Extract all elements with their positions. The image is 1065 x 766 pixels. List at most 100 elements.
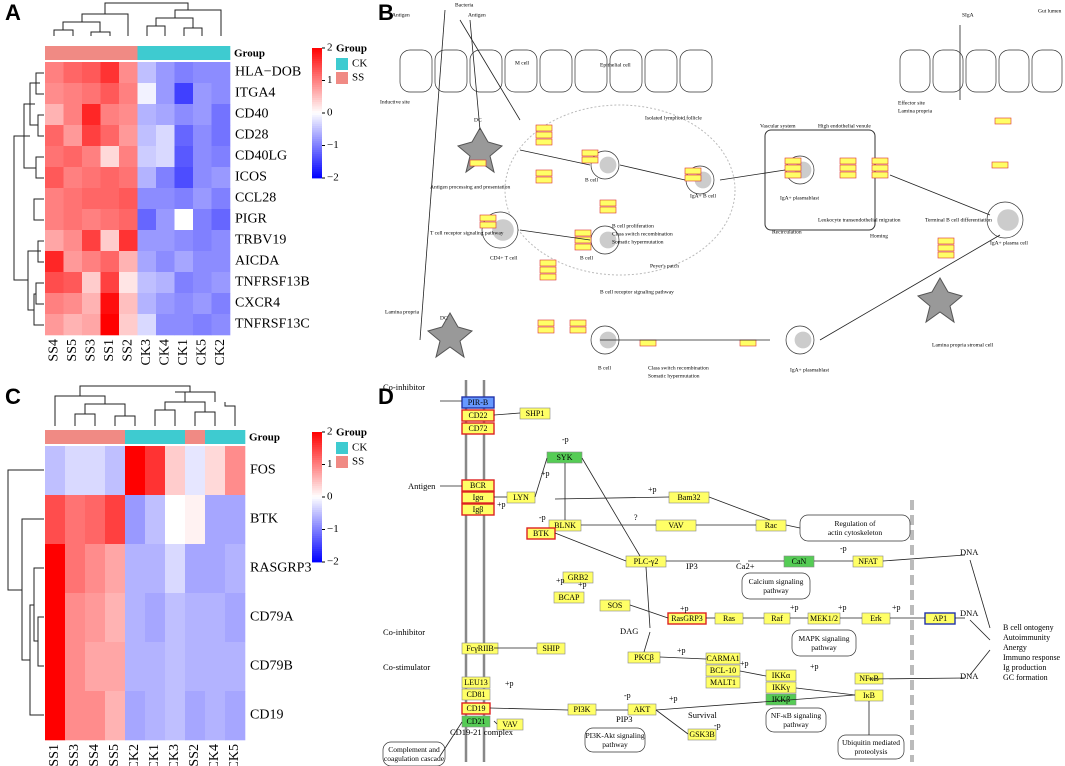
diagram-text: Co-inhibitor bbox=[383, 627, 425, 637]
diagram-label: B cell bbox=[580, 255, 593, 261]
column-label: CK1 bbox=[147, 744, 162, 766]
colorbar-step bbox=[312, 436, 322, 439]
colorbar-step bbox=[312, 432, 322, 435]
heatmap-cell bbox=[211, 125, 231, 147]
diagram-label: T cell receptor signaling pathway bbox=[430, 230, 504, 236]
epithelial-cell bbox=[399, 49, 433, 93]
heatmap-cell bbox=[100, 83, 120, 105]
colorbar-step bbox=[312, 527, 322, 530]
heatmap-cell bbox=[193, 230, 212, 252]
heatmap-cell bbox=[137, 83, 157, 105]
heatmap-cell bbox=[193, 209, 212, 231]
modifier: -p bbox=[562, 435, 569, 444]
connector bbox=[655, 694, 856, 711]
column-label: CK1 bbox=[176, 339, 191, 365]
heatmap-cell bbox=[85, 544, 106, 594]
row-label: PIGR bbox=[235, 212, 268, 227]
row-label: BTK bbox=[250, 512, 278, 527]
colorbar-step bbox=[312, 559, 322, 563]
heatmap-cell bbox=[165, 593, 186, 643]
gene-node bbox=[506, 491, 536, 504]
heatmap-cell bbox=[100, 230, 120, 252]
colorbar-step bbox=[312, 65, 322, 68]
colorbar-step bbox=[312, 106, 322, 110]
pathway-label: Calcium signaling pathway bbox=[749, 577, 804, 595]
group-cell bbox=[193, 46, 212, 60]
diagram-label: IgA+ plasmablast bbox=[780, 195, 819, 201]
outcome: GC formation bbox=[1003, 673, 1048, 682]
diagram-label: Epithelial cell bbox=[600, 62, 631, 68]
legend-swatch bbox=[336, 456, 348, 468]
heatmap-cell bbox=[193, 83, 212, 105]
heatmap-cell bbox=[174, 293, 194, 315]
colorbar-step bbox=[312, 121, 322, 125]
colorbar-label: 2 bbox=[327, 42, 333, 54]
heatmap-cell bbox=[65, 691, 86, 741]
row-label: RASGRP3 bbox=[250, 561, 311, 576]
group-cell bbox=[145, 430, 166, 444]
heatmap-cell bbox=[45, 691, 66, 741]
gene-node bbox=[599, 599, 631, 612]
heatmap-cell bbox=[205, 544, 226, 594]
heatmap-cell bbox=[165, 691, 186, 741]
gene-label: PIR-B bbox=[468, 398, 488, 407]
diagram-label: Vascular system bbox=[760, 123, 796, 129]
gene-label: VAV bbox=[668, 521, 683, 530]
epithelial-cell bbox=[899, 49, 931, 93]
heatmap-cell bbox=[211, 83, 231, 105]
heatmap-cell bbox=[45, 230, 64, 252]
heatmap-cell bbox=[119, 251, 138, 273]
gene-label: SYK bbox=[556, 453, 572, 462]
connector bbox=[708, 496, 771, 521]
heatmap-cell bbox=[145, 446, 166, 496]
heatmap-cell bbox=[156, 62, 175, 84]
heatmap-cell bbox=[63, 62, 83, 84]
gene-node bbox=[852, 555, 884, 568]
colorbar-step bbox=[312, 48, 322, 51]
gene-node bbox=[461, 409, 495, 422]
heatmap-cell bbox=[193, 146, 212, 168]
heatmap-cell bbox=[137, 125, 157, 147]
column-label: SS1 bbox=[102, 339, 117, 362]
group-cell bbox=[45, 430, 66, 444]
colorbar-step bbox=[312, 147, 322, 151]
panel-label: A bbox=[5, 0, 21, 25]
heatmap-cell bbox=[165, 544, 186, 594]
pathway-label: Regulation of actin cytoskeleton bbox=[828, 519, 883, 537]
pathway-box bbox=[584, 727, 646, 753]
heatmap-cell bbox=[145, 593, 166, 643]
connector bbox=[882, 554, 966, 562]
heatmap-cell bbox=[145, 642, 166, 692]
heatmap-cell bbox=[145, 691, 166, 741]
group-cell bbox=[119, 46, 138, 60]
colorbar-step bbox=[312, 507, 322, 511]
colorbar-step bbox=[312, 145, 322, 149]
heatmap-cell bbox=[174, 146, 194, 168]
gene-label: Rac bbox=[765, 521, 778, 530]
row-label: CXCR4 bbox=[235, 296, 280, 311]
group-cell bbox=[211, 46, 231, 60]
gene-node bbox=[461, 715, 491, 728]
colorbar-step bbox=[312, 505, 322, 509]
pathway-box bbox=[837, 734, 905, 760]
heatmap-cell bbox=[82, 83, 101, 105]
group-cell bbox=[125, 430, 146, 444]
gene-box bbox=[937, 237, 955, 245]
diagram-label: Class switch recombination bbox=[612, 231, 673, 237]
heatmap-cell bbox=[193, 272, 212, 294]
colorbar-step bbox=[312, 546, 322, 550]
colorbar-step bbox=[312, 69, 322, 73]
heatmap-cell bbox=[45, 495, 66, 545]
colorbar-step bbox=[312, 169, 322, 172]
diagram-text: Antigen bbox=[408, 481, 436, 491]
diagram-label: Antigen bbox=[392, 12, 410, 18]
row-label: TNFRSF13C bbox=[235, 317, 310, 332]
heatmap-cell bbox=[63, 125, 83, 147]
gene-node bbox=[461, 642, 499, 655]
heatmap-cell bbox=[63, 146, 83, 168]
gene-label: CD21 bbox=[466, 717, 485, 726]
colorbar-step bbox=[312, 488, 322, 491]
diagram-label: Lamina propria stromal cell bbox=[932, 342, 994, 348]
colorbar-step bbox=[312, 492, 322, 496]
heatmap-cell bbox=[156, 209, 175, 231]
